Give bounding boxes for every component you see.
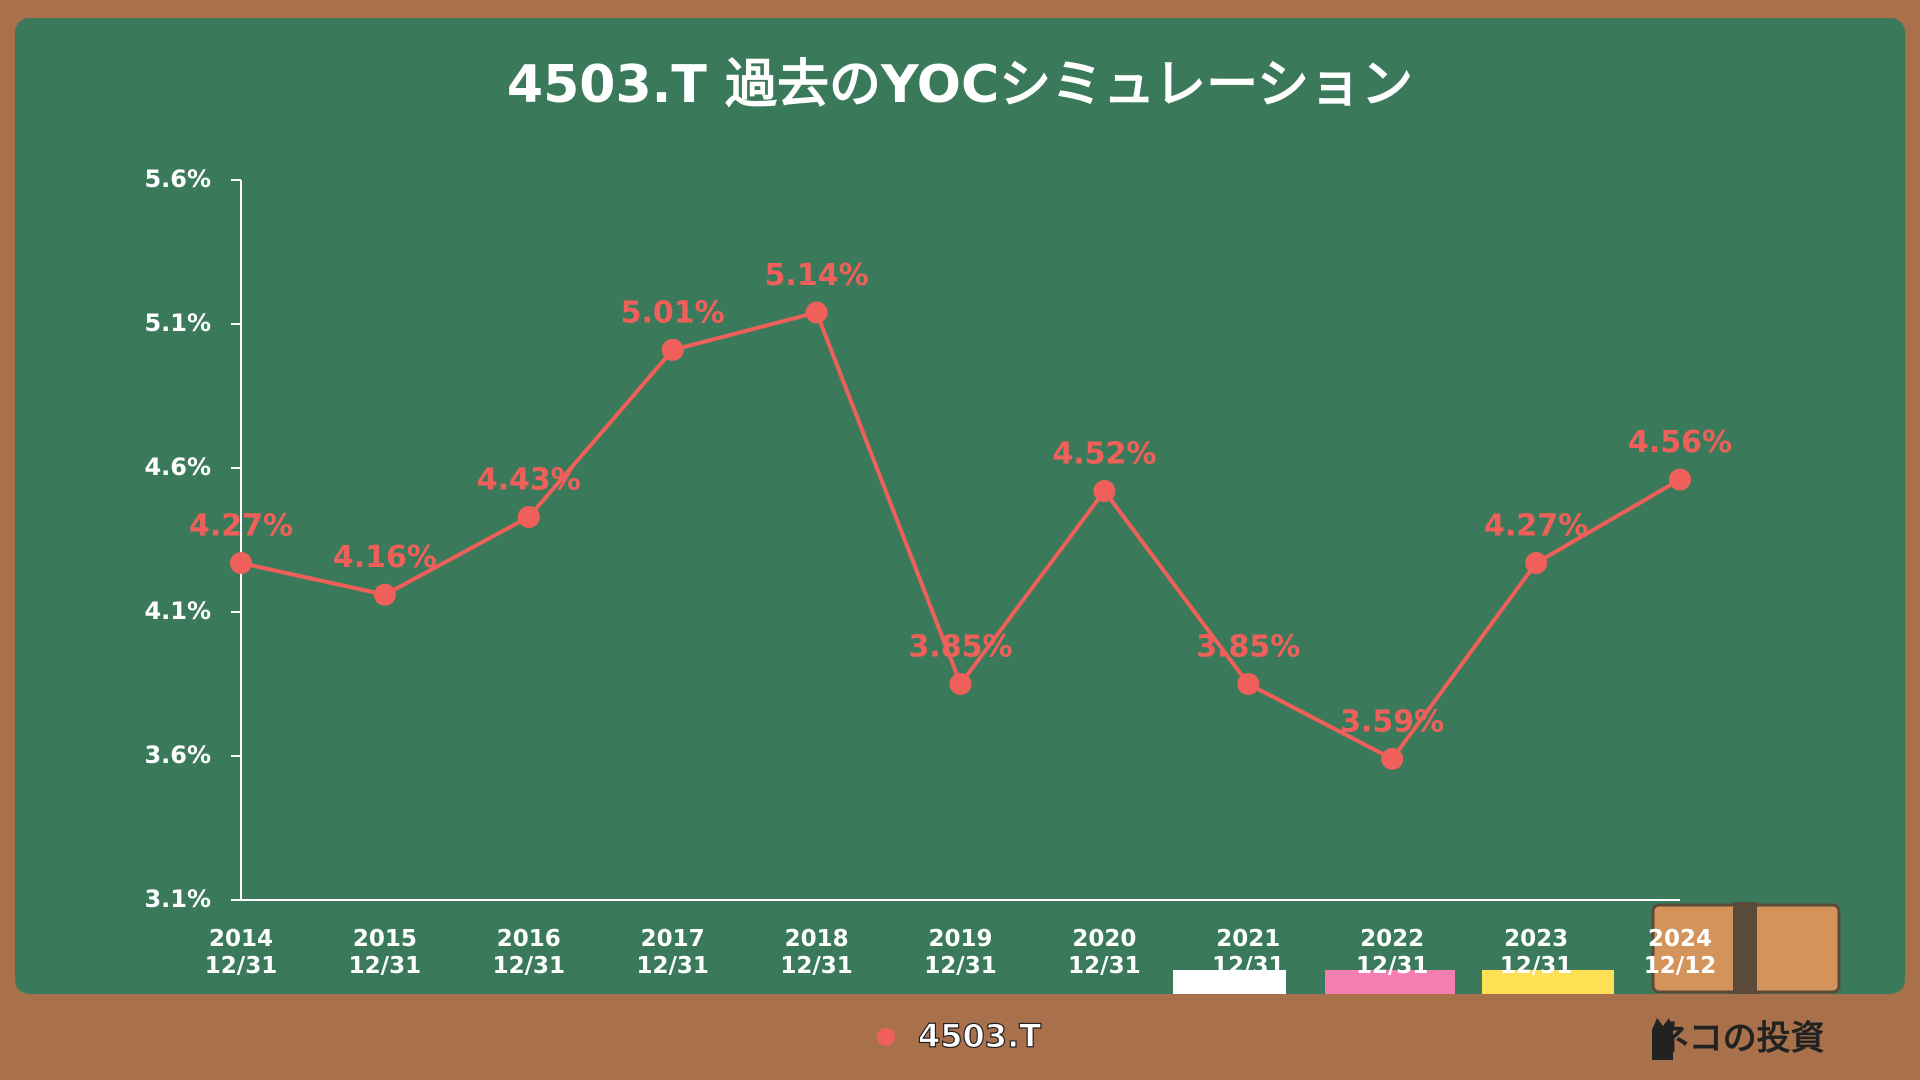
value-label: 3.85% <box>1196 630 1300 665</box>
chalkboard <box>15 18 1905 994</box>
x-tick-label: 2014 12/31 <box>204 926 278 979</box>
y-tick-label: 4.1% <box>144 597 211 625</box>
point <box>949 673 972 695</box>
x-tick-label: 2020 12/31 <box>1068 926 1141 979</box>
y-tick-label: 5.1% <box>144 309 211 337</box>
y-tick-label: 5.6% <box>144 165 211 193</box>
eraser-band <box>1733 902 1757 994</box>
value-label: 5.14% <box>765 258 869 293</box>
chalk-white <box>1173 970 1286 994</box>
value-label: 4.43% <box>477 462 581 497</box>
x-tick-label: 2018 12/31 <box>780 926 853 979</box>
point <box>517 505 540 528</box>
value-label: 4.16% <box>333 540 437 575</box>
x-tick-label: 2016 12/31 <box>492 926 565 979</box>
chalk-pink <box>1325 970 1455 994</box>
x-tick-label: 2015 12/31 <box>348 926 422 979</box>
legend-label: 4503.T <box>918 1017 1041 1055</box>
value-label: 3.85% <box>908 630 1012 665</box>
value-label: 4.27% <box>1484 509 1588 544</box>
x-tick-label: 2023 12/31 <box>1499 926 1573 979</box>
point <box>661 338 684 361</box>
x-tick-label: 2021 12/31 <box>1212 926 1285 979</box>
x-tick-label: 2017 12/31 <box>636 926 709 979</box>
value-label: 4.56% <box>1628 425 1732 460</box>
point <box>1525 552 1548 575</box>
point <box>373 583 396 606</box>
chalk-yellow <box>1482 970 1614 994</box>
point <box>1669 468 1691 491</box>
value-label: 3.59% <box>1340 704 1444 739</box>
chalk-tray <box>0 994 1920 1080</box>
legend-marker <box>877 1028 895 1046</box>
cat-icon <box>1652 1018 1673 1060</box>
x-tick-label: 2022 12/31 <box>1355 926 1429 979</box>
brand: ネコの投資 <box>1655 1019 1824 1059</box>
point <box>805 301 828 324</box>
y-tick-label: 3.1% <box>144 885 211 913</box>
y-tick-label: 3.6% <box>144 741 211 769</box>
point <box>1381 747 1404 770</box>
value-label: 5.01% <box>621 295 725 330</box>
point <box>230 552 252 575</box>
value-label: 4.52% <box>1052 437 1156 472</box>
point <box>1237 673 1260 695</box>
x-tick-label: 2024 12/12 <box>1643 926 1717 979</box>
value-label: 4.27% <box>189 509 293 544</box>
y-tick-label: 4.6% <box>144 453 211 481</box>
x-tick-label: 2019 12/31 <box>924 926 997 979</box>
chart-title: 4503.T 過去のYOCシミュレーション <box>507 55 1413 115</box>
point <box>1093 480 1116 503</box>
